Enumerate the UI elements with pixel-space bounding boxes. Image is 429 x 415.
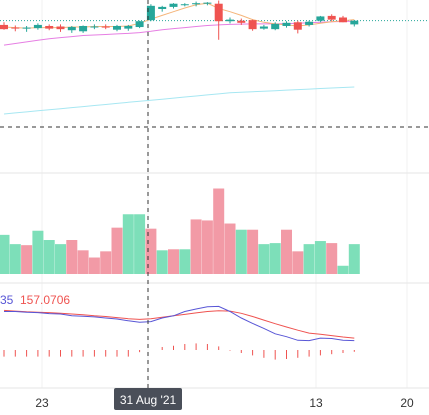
volume-bar <box>145 228 157 274</box>
volume-bar <box>314 241 326 274</box>
candle-body <box>248 20 257 30</box>
candle-body <box>169 3 178 7</box>
candle-body <box>180 4 189 6</box>
volume-bar <box>179 249 191 274</box>
candle-body <box>11 27 20 29</box>
candle-body <box>90 26 99 28</box>
volume-bar <box>43 240 55 274</box>
crosshair-date-badge <box>114 388 182 410</box>
signal-line <box>3 309 355 339</box>
volume-bar <box>269 243 281 274</box>
volume-bar <box>9 244 21 274</box>
candle-body <box>203 2 212 4</box>
moving-average-cyan <box>3 86 355 115</box>
candle-body <box>271 23 280 30</box>
candle-body <box>113 25 121 30</box>
candle-body <box>293 22 302 30</box>
volume-bar <box>190 219 202 274</box>
candle-body <box>56 26 65 30</box>
volume-bar <box>168 249 179 274</box>
crosshair-date-label: 31 Aug '21 <box>120 393 177 407</box>
volume-bar <box>258 244 270 274</box>
candle-body <box>135 21 144 28</box>
volume-bar <box>337 265 349 274</box>
volume-bar <box>292 251 304 274</box>
volume-bar <box>77 250 89 274</box>
volume-bar <box>224 223 236 274</box>
candle-body <box>124 25 133 29</box>
candle-body <box>33 24 42 29</box>
candle-body <box>0 24 8 30</box>
volume-bar <box>21 245 33 274</box>
volume-bar <box>111 227 123 274</box>
candle-body <box>282 22 291 26</box>
candle-body <box>339 17 347 23</box>
candle-body <box>67 27 76 31</box>
candle-body <box>22 27 31 29</box>
volume-bar <box>281 229 292 274</box>
volume-bar <box>66 240 78 274</box>
volume-bar <box>55 244 66 274</box>
crosshair <box>0 0 429 388</box>
candle-body <box>226 19 234 22</box>
volume-bar <box>303 244 315 274</box>
candle-body <box>316 16 325 21</box>
volume-bar <box>156 250 168 274</box>
volume-panel <box>0 188 360 274</box>
macd-legend: 35 157.0706 <box>0 293 70 307</box>
candle-body <box>305 21 314 25</box>
volume-bar <box>201 220 213 274</box>
volume-bar <box>213 188 225 274</box>
candle-body <box>79 25 88 32</box>
candle-body <box>146 5 155 21</box>
volume-bar <box>100 251 112 274</box>
price-panel <box>0 0 359 115</box>
volume-bar <box>134 214 146 274</box>
candle-body <box>158 6 167 10</box>
volume-bar <box>348 244 360 274</box>
volume-bar <box>88 257 100 274</box>
macd-legend-value: 35 <box>0 293 14 307</box>
x-tick-label: 20 <box>400 396 414 410</box>
volume-bar <box>0 234 10 274</box>
candle-body <box>192 3 201 5</box>
volume-bar <box>122 214 134 274</box>
volume-bar <box>32 230 44 274</box>
x-axis: 23 13 20 31 Aug '21 <box>35 388 414 410</box>
candle-body <box>214 3 223 22</box>
macd-line <box>4 305 355 342</box>
candle-body <box>350 20 359 25</box>
volume-bar <box>247 229 259 274</box>
signal-legend-value: 157.0706 <box>20 293 70 307</box>
x-tick-label: 13 <box>309 396 323 410</box>
candle-body <box>237 20 246 23</box>
candle-body <box>327 15 336 20</box>
candle-body <box>45 25 54 29</box>
volume-bar <box>326 243 338 274</box>
volume-bar <box>235 229 247 274</box>
macd-panel <box>3 305 355 360</box>
x-tick-label: 23 <box>35 396 49 410</box>
candle-body <box>259 26 268 29</box>
candle-body <box>101 26 110 28</box>
